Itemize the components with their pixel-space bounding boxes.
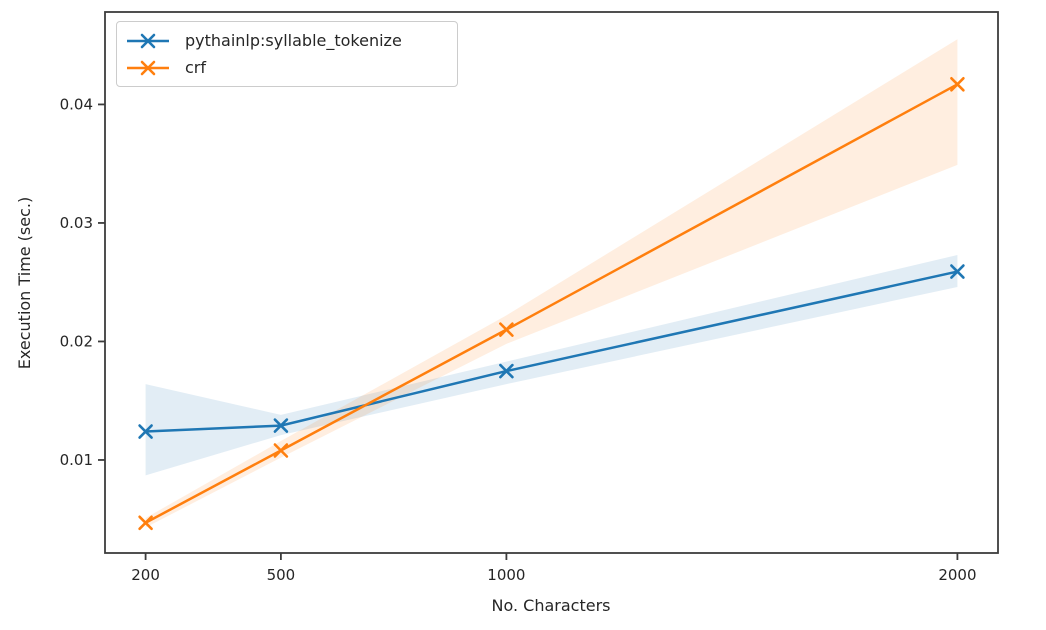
series-line [145,270,958,433]
x-marker-icon [140,60,156,75]
data-point-marker [273,418,289,433]
x-tick-label: 2000 [938,566,976,584]
data-point-marker [499,363,514,379]
legend-line-sample [127,33,169,48]
y-tick-label: 0.03 [60,214,93,232]
series-confidence-band [145,254,958,476]
legend-line-sample [127,60,169,75]
x-marker-icon [140,33,156,48]
y-axis-label: Execution Time (sec.) [15,197,34,369]
legend-label: crf [185,58,207,77]
data-point-marker [499,322,514,337]
x-tick-label: 500 [267,566,296,584]
legend-label: pythainlp:syllable_tokenize [185,31,402,50]
data-point-marker [950,264,965,279]
data-point-marker [950,76,965,92]
y-tick-label: 0.04 [60,95,93,113]
x-axis-label: No. Characters [492,596,611,615]
y-tick-label: 0.01 [60,451,93,469]
series-line [145,83,959,524]
x-tick-label: 200 [131,566,160,584]
legend-item: pythainlp:syllable_tokenize [125,27,447,54]
data-point-marker [138,515,153,531]
series-confidence-band [145,39,958,528]
y-tick-label: 0.02 [60,332,93,350]
plot-frame [104,11,999,554]
data-point-marker [273,443,289,458]
plot-generated-content: 200 500 1000 2000 0.01 0.02 0.03 0.04 [60,11,999,584]
data-point-marker [138,424,153,439]
x-tick-label: 1000 [487,566,525,584]
legend-item: crf [125,54,447,81]
